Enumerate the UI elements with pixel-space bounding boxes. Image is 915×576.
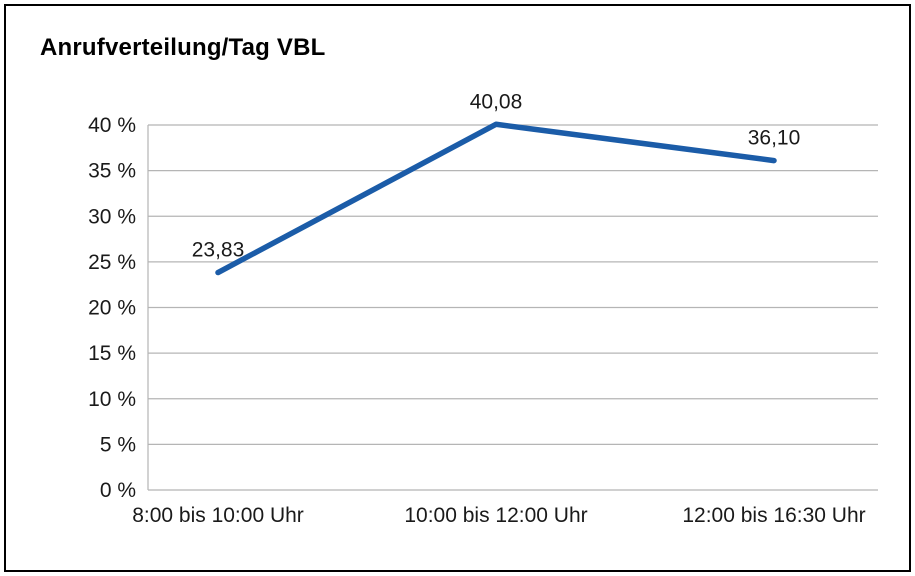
y-axis-tick-label: 35 % <box>88 160 136 183</box>
x-axis-tick-label: 10:00 bis 12:00 Uhr <box>404 504 587 527</box>
y-axis-tick-label: 40 % <box>88 114 136 137</box>
data-line <box>215 121 777 276</box>
y-axis-tick-label: 0 % <box>100 479 136 502</box>
y-axis-tick-label: 5 % <box>100 433 136 456</box>
y-axis-tick-label: 25 % <box>88 251 136 274</box>
y-axis-tick-label: 30 % <box>88 205 136 228</box>
y-axis-tick-label: 15 % <box>88 342 136 365</box>
x-axis-tick-label: 8:00 bis 10:00 Uhr <box>132 504 304 527</box>
chart-title: Anrufverteilung/Tag VBL <box>40 34 326 61</box>
y-axis-tick-label: 10 % <box>88 388 136 411</box>
chart-frame: Anrufverteilung/Tag VBL 0 % 5 % 10 % 15 % 20… <box>4 4 911 572</box>
x-axis-tick-label: 12:00 bis 16:30 Uhr <box>682 504 865 527</box>
data-label: 23,83 <box>192 239 245 262</box>
y-axis-tick-label: 20 % <box>88 297 136 320</box>
data-label: 40,08 <box>470 90 523 113</box>
data-label: 36,10 <box>748 127 801 150</box>
line-chart: 0 % 5 % 10 % 15 % 20 % 25 % 30 % 35 % 40 % 23,83 4… <box>88 90 878 527</box>
